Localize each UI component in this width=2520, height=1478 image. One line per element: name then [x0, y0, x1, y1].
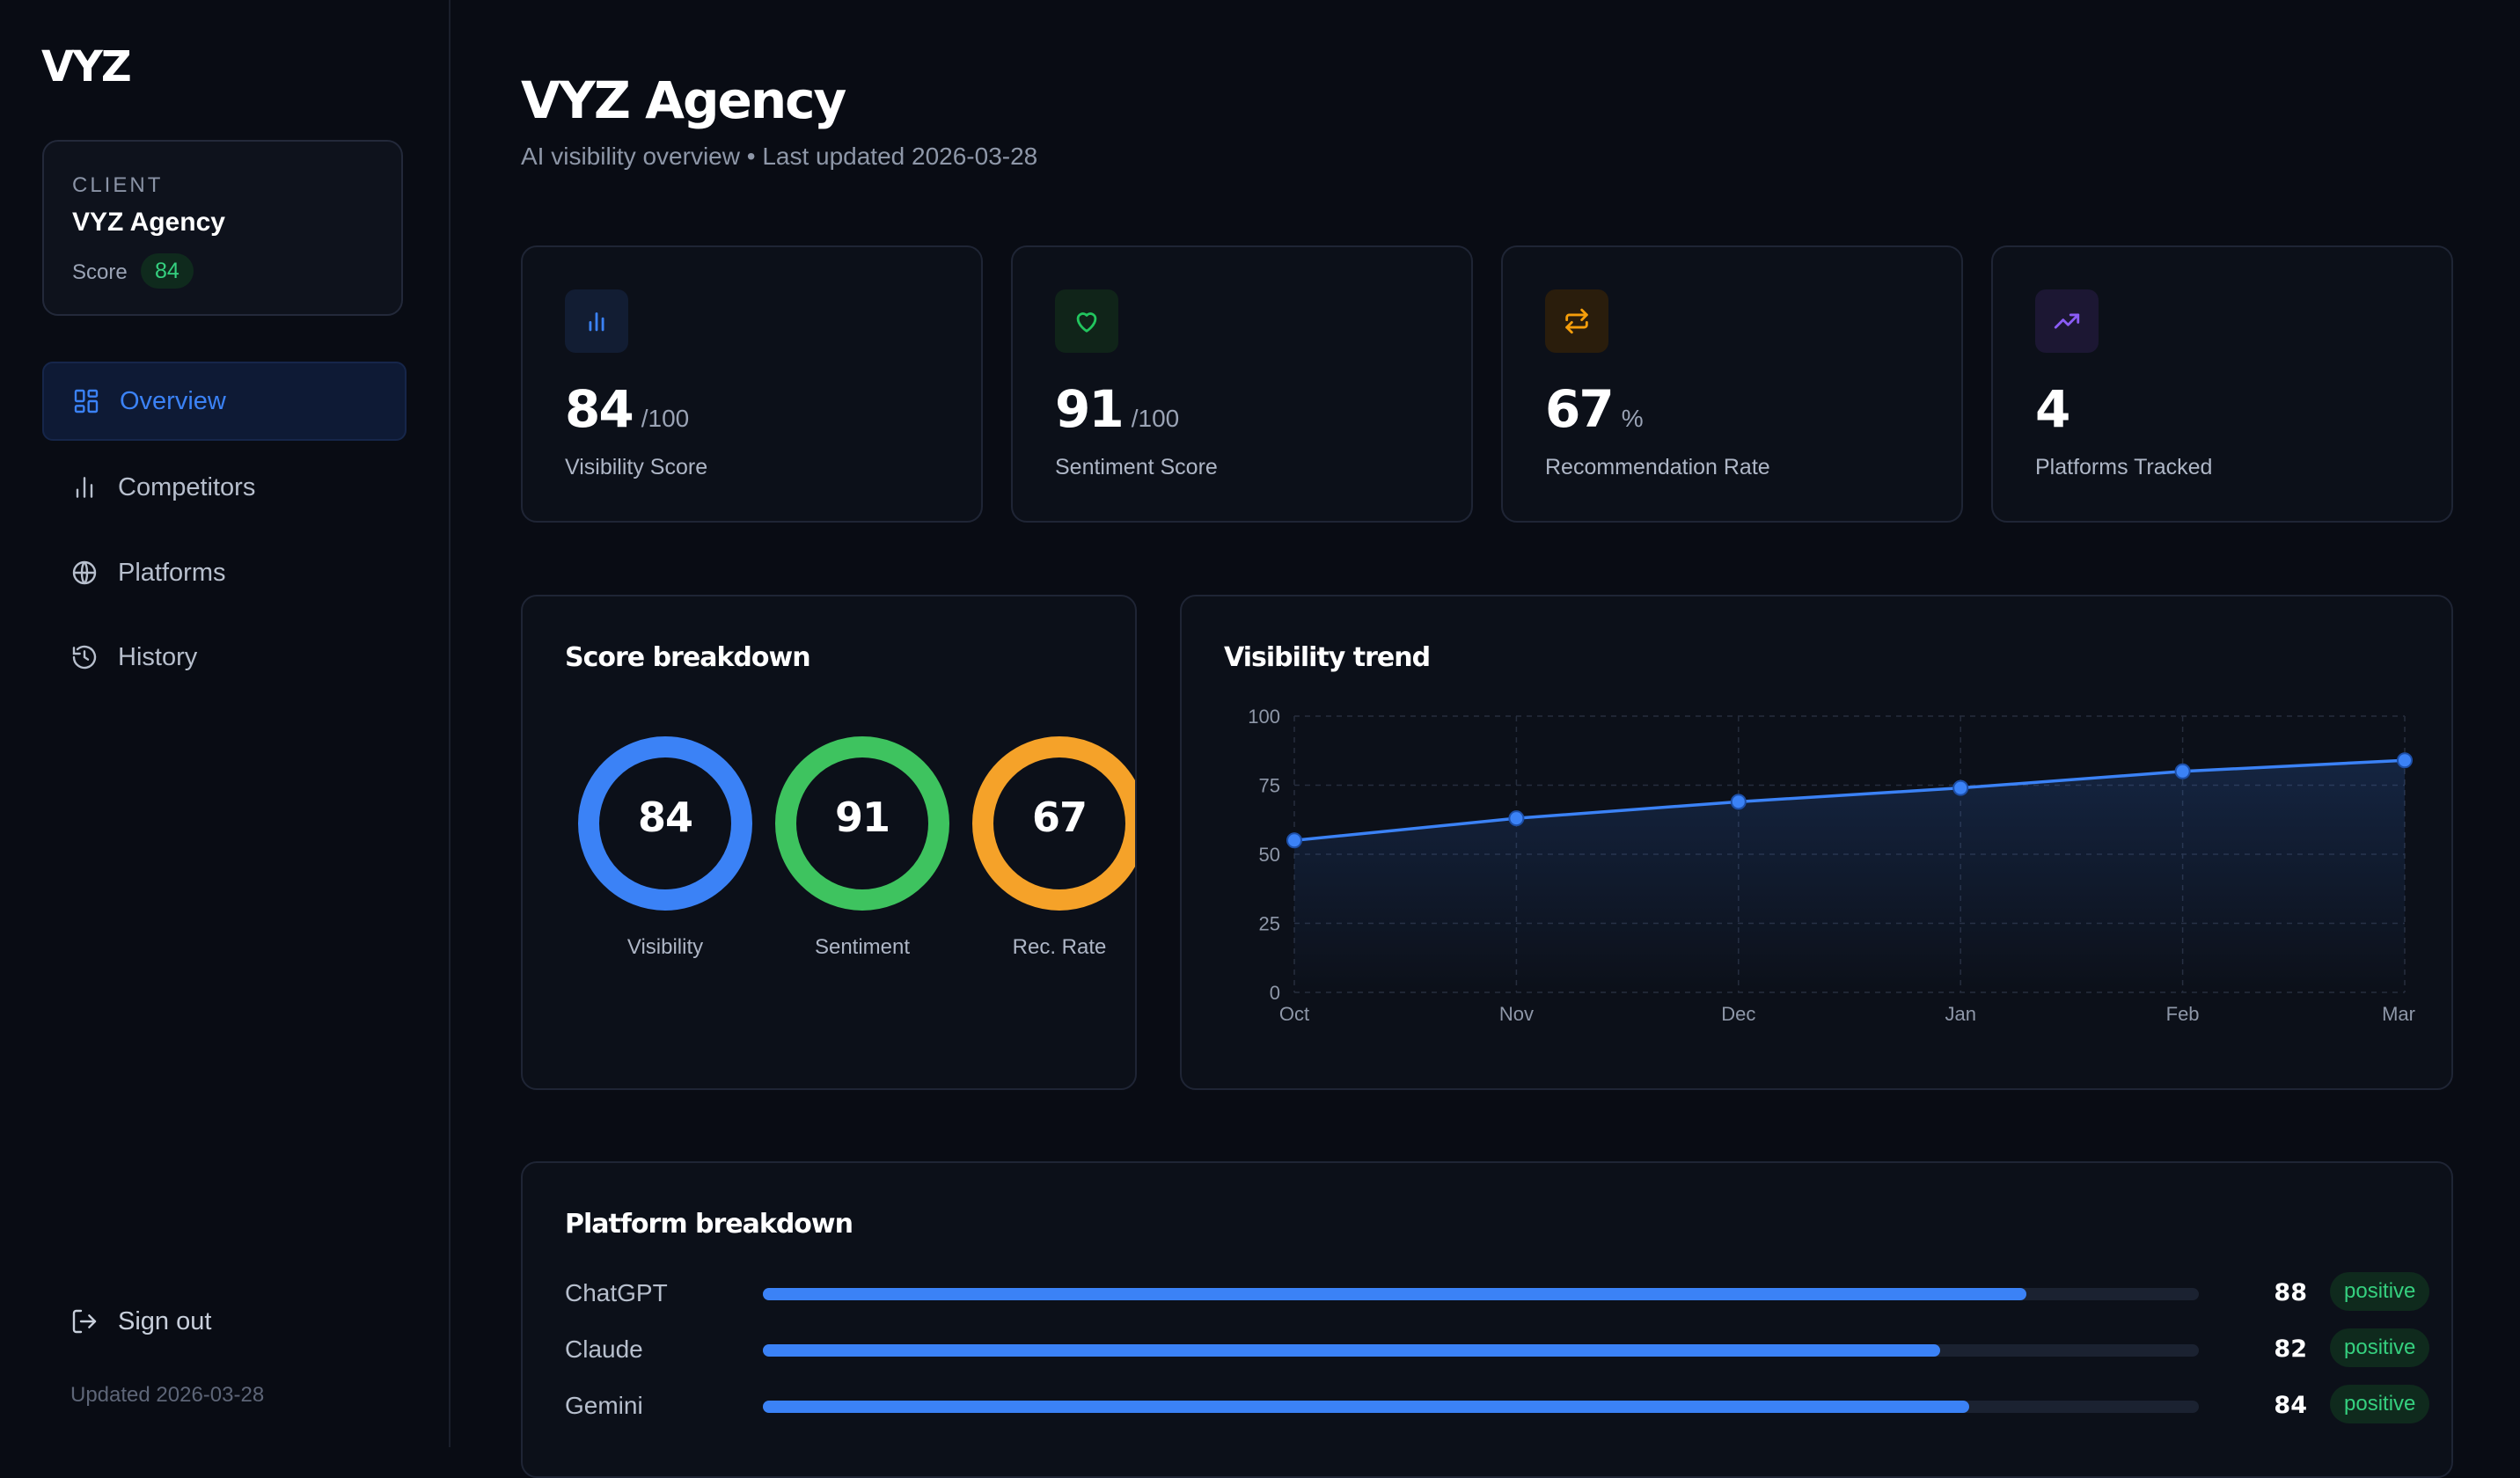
nav-item-competitors[interactable]: Competitors: [42, 448, 407, 527]
platform-score-track: [763, 1401, 2199, 1413]
repeat-icon: [1545, 289, 1608, 353]
visibility-trend-panel: Visibility trend 0 25 50 75 100 Oct Nov Dec Jan F…: [1180, 595, 2453, 1090]
bar-chart-icon: [565, 289, 628, 353]
y-tick-label: 25: [1259, 913, 1280, 935]
stat-value: 4: [2035, 379, 2070, 439]
nav-item-history[interactable]: History: [42, 618, 407, 697]
trend-point: [1730, 794, 1747, 810]
platform-score-fill: [763, 1344, 1941, 1357]
sign-out-label: Sign out: [118, 1306, 212, 1335]
y-tick-label: 75: [1259, 775, 1280, 797]
gauge-label: Sentiment: [814, 935, 911, 959]
nav-item-label: Platforms: [118, 558, 226, 587]
y-tick-label: 50: [1259, 844, 1280, 866]
trend-point: [1286, 832, 1302, 849]
app-logo[interactable]: VYZ: [41, 42, 132, 91]
client-score-label: Score: [72, 260, 128, 284]
stat-card-platforms: 4 Platforms Tracked: [1991, 245, 2453, 523]
sidebar-updated-text: Updated 2026-03-28: [70, 1383, 265, 1407]
stat-value: 84/100: [565, 379, 690, 439]
sign-out-icon: [72, 1309, 97, 1334]
stat-label: Sentiment Score: [1055, 455, 1218, 479]
trend-line: [1293, 758, 2406, 843]
panel-title: Score breakdown: [565, 642, 811, 673]
trend-area: [1294, 760, 2405, 992]
client-score-badge: 84: [141, 253, 194, 289]
trend-point: [1508, 810, 1525, 827]
history-icon: [70, 643, 99, 671]
trend-point: [2174, 763, 2191, 779]
nav-item-platforms[interactable]: Platforms: [42, 533, 407, 612]
nav-item-label: Competitors: [118, 472, 256, 501]
platform-breakdown-panel: Platform breakdown ChatGPT 88 positive C…: [521, 1161, 2453, 1478]
heart-icon: [1055, 289, 1118, 353]
platform-score: 88: [2274, 1279, 2307, 1306]
x-tick-label: Mar: [2382, 1003, 2415, 1025]
x-tick-label: Dec: [1721, 1003, 1755, 1025]
gauge-value: 67: [1031, 794, 1088, 841]
client-name: VYZ Agency: [72, 208, 225, 237]
stat-value: 67%: [1545, 379, 1644, 439]
platform-name: Gemini: [565, 1392, 643, 1419]
platform-score-fill: [763, 1288, 2027, 1300]
sentiment-badge: positive: [2330, 1272, 2430, 1311]
stat-card-visibility: 84/100 Visibility Score: [521, 245, 983, 523]
gauge-ring-visibility: [578, 736, 752, 911]
stat-label: Platforms Tracked: [2035, 455, 2213, 479]
x-tick-label: Feb: [2166, 1003, 2200, 1025]
score-breakdown-panel: Score breakdown 84 Visibility 91 Sentime…: [521, 595, 1137, 1090]
x-tick-label: Jan: [1945, 1003, 1975, 1025]
stat-card-sentiment: 91/100 Sentiment Score: [1011, 245, 1473, 523]
client-card: CLIENT VYZ Agency Score 84: [42, 140, 403, 316]
grid-icon: [72, 387, 100, 415]
sidebar: VYZ CLIENT VYZ Agency Score 84 Overview …: [0, 0, 451, 1447]
nav-item-label: Overview: [120, 386, 226, 415]
stat-value: 91/100: [1055, 379, 1180, 439]
y-tick-label: 0: [1270, 982, 1280, 1004]
x-tick-label: Oct: [1279, 1003, 1309, 1025]
platform-score-track: [763, 1288, 2199, 1300]
platform-score-track: [763, 1344, 2199, 1357]
gauge-value: 91: [834, 794, 890, 841]
stat-label: Recommendation Rate: [1545, 455, 1770, 479]
sentiment-badge: positive: [2330, 1385, 2430, 1423]
trend-point: [2397, 752, 2413, 769]
gauge-label: Visibility: [626, 935, 704, 959]
page-title: VYZ Agency: [521, 70, 846, 130]
gauge-value: 84: [637, 794, 693, 841]
platform-score-fill: [763, 1401, 1969, 1413]
bar-chart-icon: [70, 473, 99, 501]
nav-item-label: History: [118, 642, 198, 671]
gauge-ring-sentiment: [775, 736, 949, 911]
platform-row-chatgpt: ChatGPT 88 positive: [565, 1272, 2430, 1311]
x-tick-label: Nov: [1499, 1003, 1534, 1025]
gauge-ring-recommendation: [972, 736, 1135, 911]
platform-row-gemini: Gemini 84 positive: [565, 1385, 2430, 1423]
page-subtitle: AI visibility overview • Last updated 20…: [521, 143, 1038, 170]
sentiment-badge: positive: [2330, 1328, 2430, 1367]
globe-icon: [70, 559, 99, 587]
client-caption: CLIENT: [72, 173, 164, 197]
trend-point: [1952, 779, 1969, 796]
platform-score: 84: [2274, 1392, 2307, 1419]
panel-title: Platform breakdown: [565, 1209, 853, 1240]
trending-up-icon: [2035, 289, 2099, 353]
visibility-trend-chart: 0 25 50 75 100 Oct Nov Dec Jan Feb Mar: [1248, 706, 2415, 1025]
platform-score: 82: [2274, 1335, 2307, 1363]
y-tick-label: 100: [1248, 706, 1280, 728]
gauge-label: Rec. Rate: [1012, 935, 1107, 959]
nav-item-overview[interactable]: Overview: [42, 362, 407, 441]
sign-out-button[interactable]: Sign out: [42, 1282, 407, 1361]
platform-name: Claude: [565, 1335, 643, 1363]
platform-row-claude: Claude 82 positive: [565, 1328, 2430, 1367]
stat-label: Visibility Score: [565, 455, 708, 479]
stat-card-recommendation: 67% Recommendation Rate: [1501, 245, 1963, 523]
panel-title: Visibility trend: [1224, 642, 1431, 673]
platform-name: ChatGPT: [565, 1279, 668, 1306]
